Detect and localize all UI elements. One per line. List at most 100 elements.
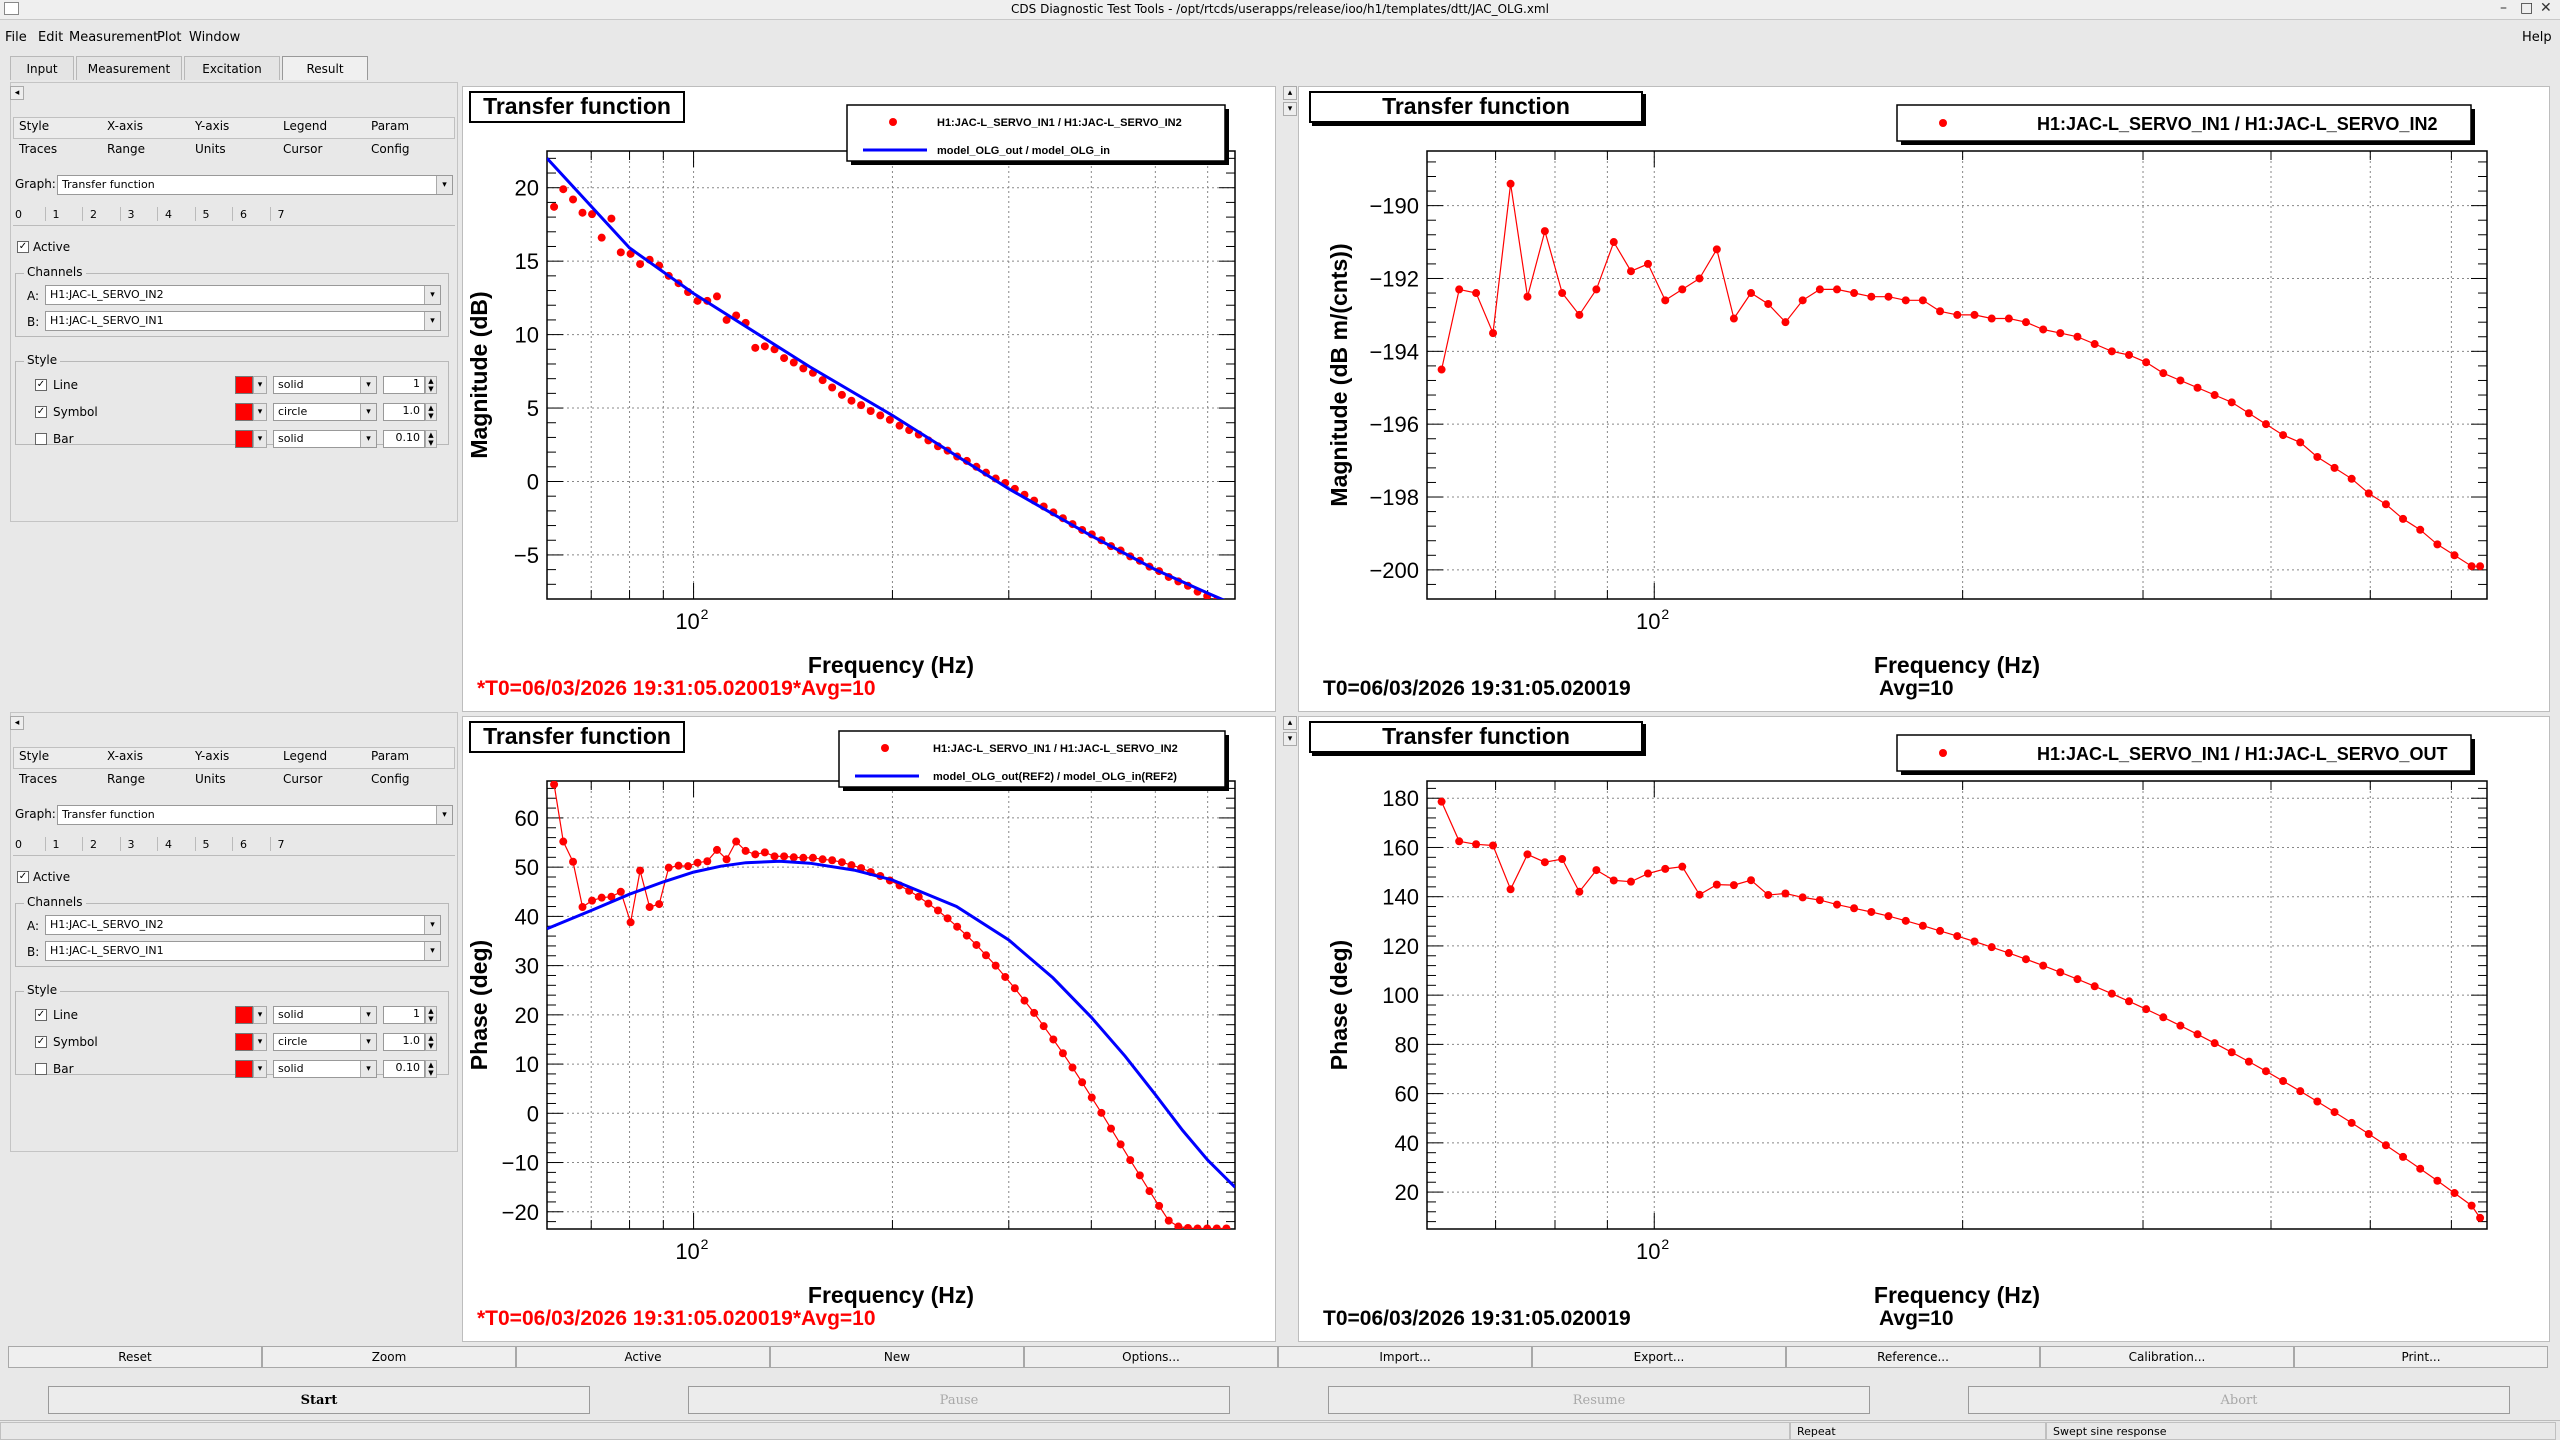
zoom-button[interactable]: Zoom [262, 1346, 516, 1368]
graph-subtab-4[interactable]: Config [371, 142, 410, 156]
graph-tab-3[interactable]: Legend [283, 749, 328, 763]
reset-button[interactable]: Reset [8, 1346, 262, 1368]
chevron-down-icon[interactable]: ▾ [253, 376, 267, 394]
trace-tab-5[interactable]: 5 [202, 208, 210, 221]
menu-measurement[interactable]: Measurement [69, 30, 159, 45]
graph-subtab-1[interactable]: Range [107, 772, 146, 786]
trace-tab-4[interactable]: 4 [165, 208, 172, 221]
graph-tab-2[interactable]: Y-axis [195, 119, 230, 133]
chevron-down-icon[interactable]: ▾ [253, 1060, 267, 1078]
collapse-left-icon[interactable]: ◂ [10, 716, 24, 730]
maximize-icon[interactable]: □ [2520, 0, 2534, 16]
import-button[interactable]: Import... [1278, 1346, 1532, 1368]
bar-size-input[interactable]: 0.10 [383, 1060, 425, 1078]
minimize-icon[interactable]: – [2500, 0, 2507, 16]
graph-tab-0[interactable]: Style [19, 119, 50, 133]
chevron-down-icon[interactable]: ▾ [436, 176, 452, 194]
trace-tab-0[interactable]: 0 [15, 838, 22, 851]
line-color-swatch[interactable] [235, 1006, 253, 1024]
trace-tab-6[interactable]: 6 [240, 838, 247, 851]
graph-subtab-0[interactable]: Traces [19, 772, 58, 786]
plot-phase-bottom-right[interactable]: 20 40 60 80 100 120 140 160 180 10 2 Frequency (Hz)… [1298, 716, 2550, 1342]
trace-tab-2[interactable]: 2 [90, 838, 97, 851]
menu-plot[interactable]: Plot [157, 30, 182, 45]
chevron-down-icon[interactable]: ▾ [424, 942, 440, 960]
line-kind-select[interactable]: solid ▾ [273, 376, 377, 394]
graph-subtab-3[interactable]: Cursor [283, 772, 323, 786]
chevron-down-icon[interactable]: ▾ [253, 1006, 267, 1024]
chevron-down-icon[interactable]: ▾ [253, 403, 267, 421]
graph-tab-4[interactable]: Param [371, 119, 410, 133]
new-button[interactable]: New [770, 1346, 1024, 1368]
collapse-up-icon[interactable]: ▴ [1283, 716, 1297, 730]
graph-tab-4[interactable]: Param [371, 749, 410, 763]
menu-edit[interactable]: Edit [38, 30, 64, 45]
bar-kind-select[interactable]: solid ▾ [273, 430, 377, 448]
chevron-down-icon[interactable]: ▾ [253, 1033, 267, 1051]
symbol-color-swatch[interactable] [235, 1033, 253, 1051]
symbol-kind-select[interactable]: circle ▾ [273, 1033, 377, 1051]
graph-tab-1[interactable]: X-axis [107, 119, 143, 133]
graph-subtab-4[interactable]: Config [371, 772, 410, 786]
print-button[interactable]: Print... [2294, 1346, 2548, 1368]
channel-b-select[interactable]: H1:JAC-L_SERVO_IN1 ▾ [45, 311, 441, 331]
export-button[interactable]: Export... [1532, 1346, 1786, 1368]
chevron-down-icon[interactable]: ▾ [360, 1007, 376, 1023]
symbol-size-input[interactable]: 1.0 [383, 1033, 425, 1051]
chevron-down-icon[interactable]: ▾ [360, 1034, 376, 1050]
trace-tab-5[interactable]: 5 [202, 838, 210, 851]
spin-arrows-icon[interactable]: ▲ ▼ [425, 376, 437, 394]
tab-result[interactable]: Result [282, 56, 368, 80]
resume-button[interactable]: Resume [1328, 1386, 1870, 1414]
active-checkbox[interactable]: ✓ [17, 241, 29, 253]
plot-phase-bottom-left[interactable]: −20 −10 0 10 20 30 40 50 60 10 2 Frequency (Hz) Phas… [462, 716, 1276, 1342]
trace-tab-1[interactable]: 1 [52, 208, 60, 221]
menu-window[interactable]: Window [189, 30, 241, 45]
menu-help[interactable]: Help [2522, 30, 2552, 45]
graph-select[interactable]: Transfer function ▾ [57, 175, 453, 195]
calibration-button[interactable]: Calibration... [2040, 1346, 2294, 1368]
menu-file[interactable]: File [5, 30, 27, 45]
trace-tab-1[interactable]: 1 [52, 838, 60, 851]
graph-subtab-3[interactable]: Cursor [283, 142, 323, 156]
spin-arrows-icon[interactable]: ▲ ▼ [425, 1033, 437, 1051]
bar-size-input[interactable]: 0.10 [383, 430, 425, 448]
chevron-down-icon[interactable]: ▾ [360, 404, 376, 420]
bar-checkbox[interactable] [35, 433, 47, 445]
chevron-down-icon[interactable]: ▾ [424, 916, 440, 934]
graph-select[interactable]: Transfer function ▾ [57, 805, 453, 825]
trace-tab-4[interactable]: 4 [165, 838, 172, 851]
graph-tab-2[interactable]: Y-axis [195, 749, 230, 763]
spin-arrows-icon[interactable]: ▲ ▼ [425, 1060, 437, 1078]
active-button[interactable]: Active [516, 1346, 770, 1368]
chevron-down-icon[interactable]: ▾ [424, 286, 440, 304]
pause-button[interactable]: Pause [688, 1386, 1230, 1414]
symbol-kind-select[interactable]: circle ▾ [273, 403, 377, 421]
trace-tab-0[interactable]: 0 [15, 208, 22, 221]
spin-arrows-icon[interactable]: ▲ ▼ [425, 430, 437, 448]
trace-tab-3[interactable]: 3 [127, 838, 135, 851]
bar-color-swatch[interactable] [235, 1060, 253, 1078]
tab-input[interactable]: Input [10, 56, 74, 80]
channel-a-select[interactable]: H1:JAC-L_SERVO_IN2 ▾ [45, 915, 441, 935]
spin-arrows-icon[interactable]: ▲ ▼ [425, 403, 437, 421]
tab-excitation[interactable]: Excitation [184, 56, 280, 80]
start-button[interactable]: Start [48, 1386, 590, 1414]
collapse-down-icon[interactable]: ▾ [1283, 732, 1297, 746]
graph-subtab-2[interactable]: Units [195, 772, 226, 786]
trace-tab-7[interactable]: 7 [277, 208, 285, 221]
trace-tab-7[interactable]: 7 [277, 838, 285, 851]
trace-tab-6[interactable]: 6 [240, 208, 247, 221]
collapse-down-icon[interactable]: ▾ [1283, 102, 1297, 116]
active-checkbox[interactable]: ✓ [17, 871, 29, 883]
collapse-up-icon[interactable]: ▴ [1283, 86, 1297, 100]
channel-a-select[interactable]: H1:JAC-L_SERVO_IN2 ▾ [45, 285, 441, 305]
reference-button[interactable]: Reference... [1786, 1346, 2040, 1368]
line-color-swatch[interactable] [235, 376, 253, 394]
chevron-down-icon[interactable]: ▾ [253, 430, 267, 448]
graph-tab-3[interactable]: Legend [283, 119, 328, 133]
line-checkbox[interactable]: ✓ [35, 1009, 47, 1021]
chevron-down-icon[interactable]: ▾ [360, 431, 376, 447]
bar-checkbox[interactable] [35, 1063, 47, 1075]
line-size-input[interactable]: 1 [383, 1006, 425, 1024]
